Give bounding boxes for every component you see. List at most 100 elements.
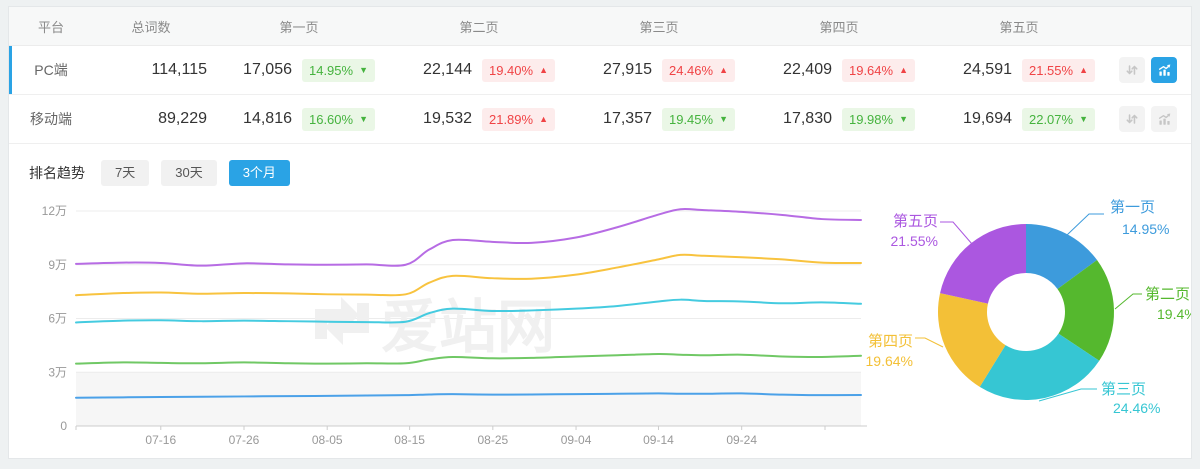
donut-slice-page4[interactable] <box>938 293 1006 387</box>
sort-button[interactable] <box>1119 57 1145 83</box>
trend-arrow-icon: ▼ <box>359 64 368 75</box>
donut-slice-page2[interactable] <box>1057 260 1114 361</box>
change-badge: 21.89% ▲ <box>481 107 555 131</box>
x-axis-label: 09-04 <box>561 433 592 447</box>
keyword-count: 17,056 <box>243 61 292 78</box>
y-axis-label: 9万 <box>48 258 67 272</box>
change-badge: 21.55% ▲ <box>1021 58 1095 82</box>
col-page1: 第一页 <box>279 19 319 35</box>
page-4-cell: 17,830 19.98% ▼ <box>749 107 929 131</box>
table-row-pc[interactable]: PC端 114,115 17,056 14.95% ▼ 22,144 19.40%… <box>9 46 1191 95</box>
donut-percent-page1: 14.95% <box>1122 221 1169 237</box>
trend-title: 排名趋势 <box>29 165 85 181</box>
page-2-cell: 19,532 21.89% ▲ <box>389 107 569 131</box>
donut-leader-line <box>1066 213 1104 236</box>
col-platform: 平台 <box>37 19 64 35</box>
trend-arrow-icon: ▼ <box>359 113 368 124</box>
tab-30days[interactable]: 30天 <box>161 160 217 186</box>
tab-3months[interactable]: 3个月 <box>228 160 290 186</box>
trend-arrow-icon: ▲ <box>539 64 548 75</box>
col-total: 总词数 <box>131 19 171 35</box>
change-badge: 19.64% ▲ <box>841 58 915 82</box>
donut-label-page5: 第五页 <box>893 212 938 230</box>
platform-label: 移动端 <box>30 111 72 127</box>
trend-arrow-icon: ▼ <box>1079 113 1088 124</box>
donut-slice-page1[interactable] <box>1026 224 1098 289</box>
trend-arrow-icon: ▼ <box>899 113 908 124</box>
badge-percent: 16.60% <box>308 111 354 127</box>
change-badge: 19.40% ▲ <box>481 58 555 82</box>
badge-percent: 21.55% <box>1028 62 1074 78</box>
change-badge: 16.60% ▼ <box>301 107 375 131</box>
y-axis-label: 3万 <box>48 365 67 379</box>
trend-yellow-line[interactable] <box>75 253 862 297</box>
trend-blue-line[interactable] <box>75 392 862 399</box>
keyword-count: 17,830 <box>783 110 832 127</box>
trend-chart-button[interactable] <box>1151 106 1177 132</box>
col-page2: 第二页 <box>459 19 499 35</box>
trend-purple-line[interactable] <box>75 207 862 267</box>
tab-7days[interactable]: 7天 <box>101 160 150 186</box>
watermark-text: 爱站网 <box>381 295 555 360</box>
badge-percent: 19.40% <box>488 62 534 78</box>
x-axis-label: 08-15 <box>394 433 425 447</box>
platform-label: PC端 <box>34 62 68 78</box>
donut-percent-page4: 19.64% <box>866 353 913 369</box>
change-badge: 14.95% ▼ <box>301 58 375 82</box>
table-row-mobile[interactable]: 移动端 89,229 14,816 16.60% ▼ 19,532 21.89% ▲… <box>9 95 1191 144</box>
row-actions <box>1109 57 1191 83</box>
keyword-count: 19,694 <box>963 110 1012 127</box>
x-axis-label: 07-16 <box>145 433 176 447</box>
change-badge: 19.45% ▼ <box>661 107 735 131</box>
watermark-logo: 爱站网 <box>315 295 555 360</box>
low-band <box>76 372 861 426</box>
total-keywords: 114,115 <box>151 61 207 78</box>
badge-percent: 19.45% <box>668 111 714 127</box>
donut-percent-page5: 21.55% <box>891 233 938 249</box>
donut-slice-page3[interactable] <box>979 333 1100 400</box>
donut-leader-line <box>1038 388 1097 402</box>
keyword-count: 27,915 <box>603 61 652 78</box>
trend-cyan-line[interactable] <box>75 298 862 324</box>
trend-arrow-icon: ▲ <box>899 64 908 75</box>
page-1-cell: 17,056 14.95% ▼ <box>209 58 389 82</box>
donut-label-page1: 第一页 <box>1110 198 1155 216</box>
donut-leader-line <box>915 337 944 348</box>
donut-percent-page2: 19.4% <box>1157 306 1191 322</box>
page-5-cell: 24,591 21.55% ▲ <box>929 58 1109 82</box>
change-badge: 22.07% ▼ <box>1021 107 1095 131</box>
page-3-cell: 27,915 24.46% ▲ <box>569 58 749 82</box>
keyword-count: 17,357 <box>603 110 652 127</box>
dashboard-card: 平台 总词数 第一页 第二页 第三页 第四页 第五页 PC端 114,115 1… <box>8 6 1192 459</box>
trend-header: 排名趋势 7天 30天 3个月 <box>9 144 1191 188</box>
badge-percent: 19.98% <box>848 111 894 127</box>
trend-arrow-icon: ▲ <box>539 113 548 124</box>
y-axis-label: 12万 <box>42 204 67 218</box>
x-axis-label: 09-24 <box>726 433 757 447</box>
x-axis-label: 08-05 <box>312 433 343 447</box>
badge-percent: 22.07% <box>1028 111 1074 127</box>
badge-percent: 24.46% <box>668 62 714 78</box>
trend-chart-button[interactable] <box>1151 57 1177 83</box>
sort-arrows-icon <box>1126 65 1138 75</box>
keyword-count: 22,409 <box>783 61 832 78</box>
trend-arrow-icon: ▼ <box>719 113 728 124</box>
sort-arrows-icon <box>1126 114 1138 124</box>
table-header: 平台 总词数 第一页 第二页 第三页 第四页 第五页 <box>9 7 1191 46</box>
badge-percent: 14.95% <box>308 62 354 78</box>
x-axis-label: 07-26 <box>229 433 260 447</box>
donut-percent-page3: 24.46% <box>1113 400 1160 416</box>
keyword-count: 19,532 <box>423 110 472 127</box>
sort-button[interactable] <box>1119 106 1145 132</box>
donut-label-page4: 第四页 <box>868 332 913 350</box>
page-3-cell: 17,357 19.45% ▼ <box>569 107 749 131</box>
donut-slice-page5[interactable] <box>940 224 1026 304</box>
trend-green-line[interactable] <box>75 352 862 365</box>
donut-leader-line <box>1114 293 1142 310</box>
y-axis-label: 0 <box>60 419 67 433</box>
col-page5: 第五页 <box>999 19 1039 35</box>
donut-leader-line <box>940 221 973 245</box>
bar-chart-icon <box>1158 64 1170 76</box>
change-badge: 19.98% ▼ <box>841 107 915 131</box>
trend-charts: 爱站网 0 3万 6万 9万 12万 07-16 07-26 08-05 08-15 08-25 09… <box>42 198 1191 447</box>
